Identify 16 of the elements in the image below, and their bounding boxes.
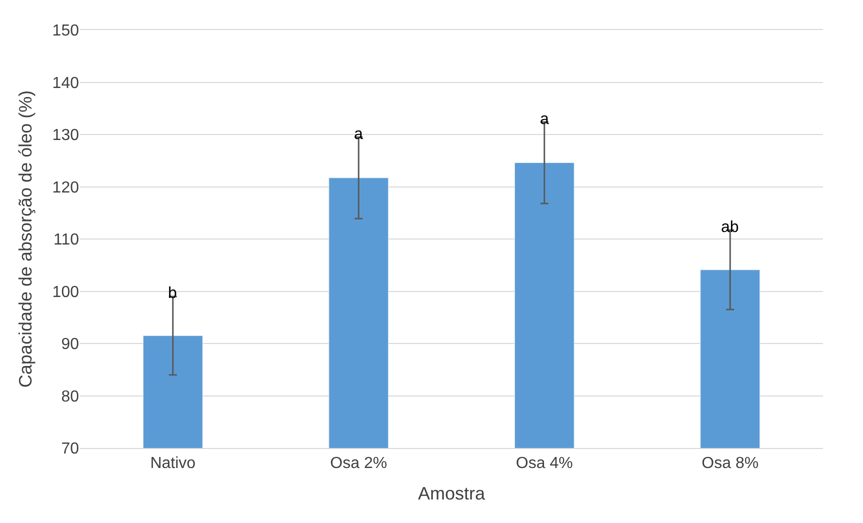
annotation: ab xyxy=(721,219,739,236)
y-tick-label: 150 xyxy=(52,22,80,40)
x-tick-label: Osa 4% xyxy=(516,455,573,472)
y-tick-label: 140 xyxy=(52,74,80,92)
y-axis-title: Capacidade de absorção de óleo (%) xyxy=(15,90,36,388)
x-tick-label: Osa 8% xyxy=(702,455,759,472)
y-tick-label: 110 xyxy=(53,232,80,249)
y-tick-label: 80 xyxy=(61,388,80,406)
y-tick-label: 70 xyxy=(61,440,80,458)
y-tick-label: 130 xyxy=(52,127,80,144)
y-tick-label: 90 xyxy=(61,336,80,354)
y-tick-label: 100 xyxy=(52,284,80,301)
y-tick-label: 120 xyxy=(52,179,80,196)
x-tick-label: Osa 2% xyxy=(330,455,388,472)
x-axis-title: Amostra xyxy=(418,483,486,504)
x-tick-label: Nativo xyxy=(150,455,196,472)
